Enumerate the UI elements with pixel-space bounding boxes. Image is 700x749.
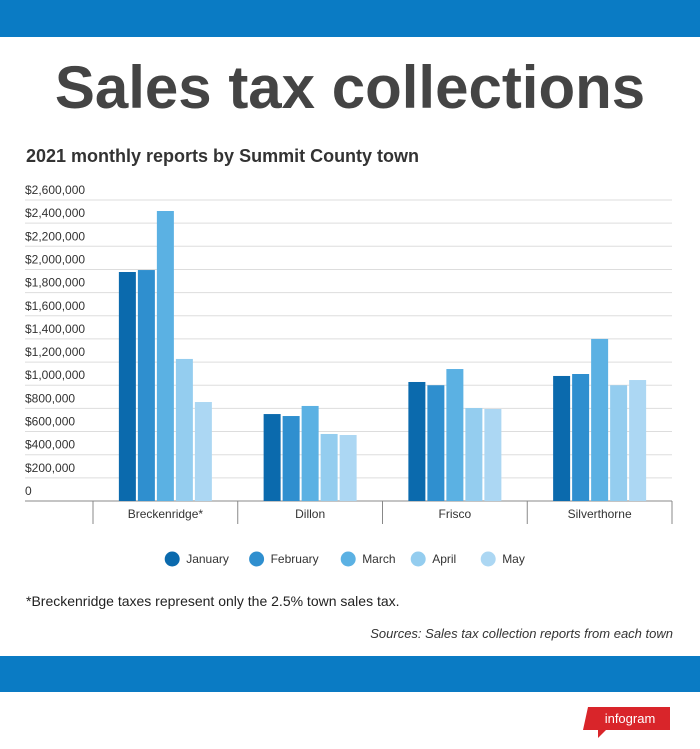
bar	[194, 402, 212, 501]
bottom-band	[0, 656, 700, 692]
top-band	[0, 0, 700, 37]
y-tick-label: $800,000	[25, 391, 75, 405]
x-tick-label: Frisco	[439, 507, 472, 521]
y-tick-label: $2,600,000	[25, 183, 85, 197]
y-tick-label: 0	[25, 484, 32, 498]
bar	[320, 433, 338, 501]
x-tick-label: Dillon	[295, 507, 325, 521]
y-tick-label: $1,000,000	[25, 368, 85, 382]
source: Sources: Sales tax collection reports fr…	[370, 626, 673, 641]
bar	[553, 375, 571, 501]
legend-label: March	[362, 552, 395, 566]
bar	[408, 381, 426, 501]
y-tick-label: $2,200,000	[25, 229, 85, 243]
y-tick-label: $1,800,000	[25, 276, 85, 290]
bar	[427, 385, 445, 501]
bar	[591, 338, 609, 501]
bar	[282, 416, 300, 501]
x-tick-label: Silverthorne	[568, 507, 632, 521]
legend-label: January	[186, 552, 229, 566]
legend-swatch	[480, 551, 496, 567]
footnote: *Breckenridge taxes represent only the 2…	[26, 593, 400, 609]
bar	[175, 358, 193, 501]
y-tick-label: $2,000,000	[25, 252, 85, 266]
bar	[484, 408, 502, 501]
chart: 0 $200,000 $400,000 $600,000 $800,000 $1,000,…	[25, 183, 673, 567]
logo-badge	[583, 707, 670, 738]
bar	[137, 270, 155, 501]
legend-swatch	[249, 551, 265, 567]
legend-swatch	[164, 551, 180, 567]
y-tick-label: $1,400,000	[25, 322, 85, 336]
bar	[301, 405, 319, 501]
chart-title: Sales tax collections	[55, 54, 645, 121]
bar	[156, 210, 174, 501]
bar	[465, 408, 483, 501]
logo-text: infogram	[605, 711, 656, 726]
bar	[446, 369, 464, 501]
y-tick-label: $600,000	[25, 415, 75, 429]
bar	[118, 272, 136, 501]
legend-label: February	[271, 552, 319, 566]
legend-label: May	[502, 552, 525, 566]
bar	[263, 414, 281, 501]
legend-swatch	[410, 551, 426, 567]
y-tick-label: $200,000	[25, 461, 75, 475]
bar	[610, 385, 628, 501]
y-tick-label: $1,600,000	[25, 299, 85, 313]
y-tick-label: $1,200,000	[25, 345, 85, 359]
bar	[629, 380, 647, 501]
legend-swatch	[340, 551, 356, 567]
legend-label: April	[432, 552, 456, 566]
bar	[339, 435, 357, 501]
bar	[572, 374, 590, 501]
y-tick-label: $400,000	[25, 438, 75, 452]
x-tick-label: Breckenridge*	[128, 507, 204, 521]
y-tick-label: $2,400,000	[25, 206, 85, 220]
chart-subtitle: 2021 monthly reports by Summit County to…	[26, 146, 419, 166]
